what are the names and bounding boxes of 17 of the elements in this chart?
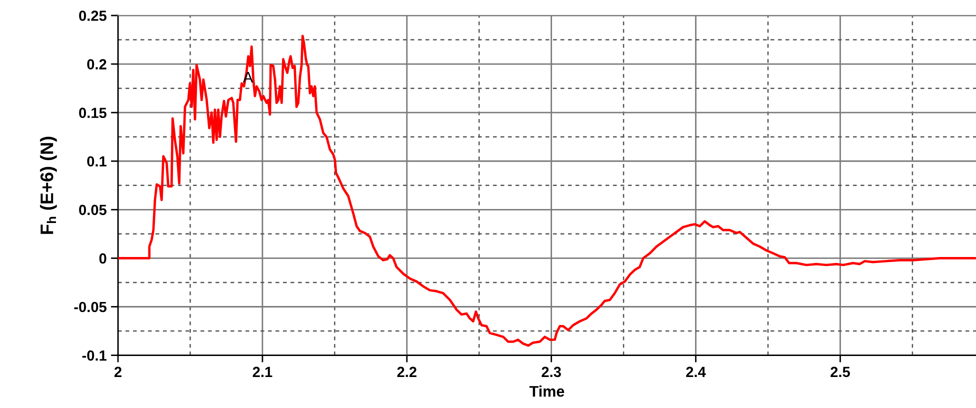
y-tick-label: 0 [99, 253, 106, 264]
x-tick-label: 2.3 [542, 366, 561, 378]
x-axis-title: Time [529, 386, 564, 397]
x-tick-label: 2.1 [252, 366, 272, 377]
y-tick-label: 0.1 [87, 156, 106, 167]
x-tick-label: 2.2 [397, 366, 416, 377]
y-tick-label: 0.25 [79, 10, 106, 21]
y-tick-label: 0.05 [79, 204, 106, 216]
y-tick-label: -0.05 [74, 302, 106, 312]
x-tick-label: 2.4 [686, 366, 706, 377]
line-series [118, 34, 976, 347]
y-tick-label: 0.2 [87, 59, 106, 70]
y-tick-label: 0.15 [79, 108, 106, 118]
y-axis-title: F$_{h}$ (E+6) (N) [40, 136, 57, 234]
x-tick-label: 2 [114, 366, 122, 377]
x-tick-label: 2.5 [830, 366, 850, 378]
y-tick-label: -0.1 [82, 350, 106, 361]
